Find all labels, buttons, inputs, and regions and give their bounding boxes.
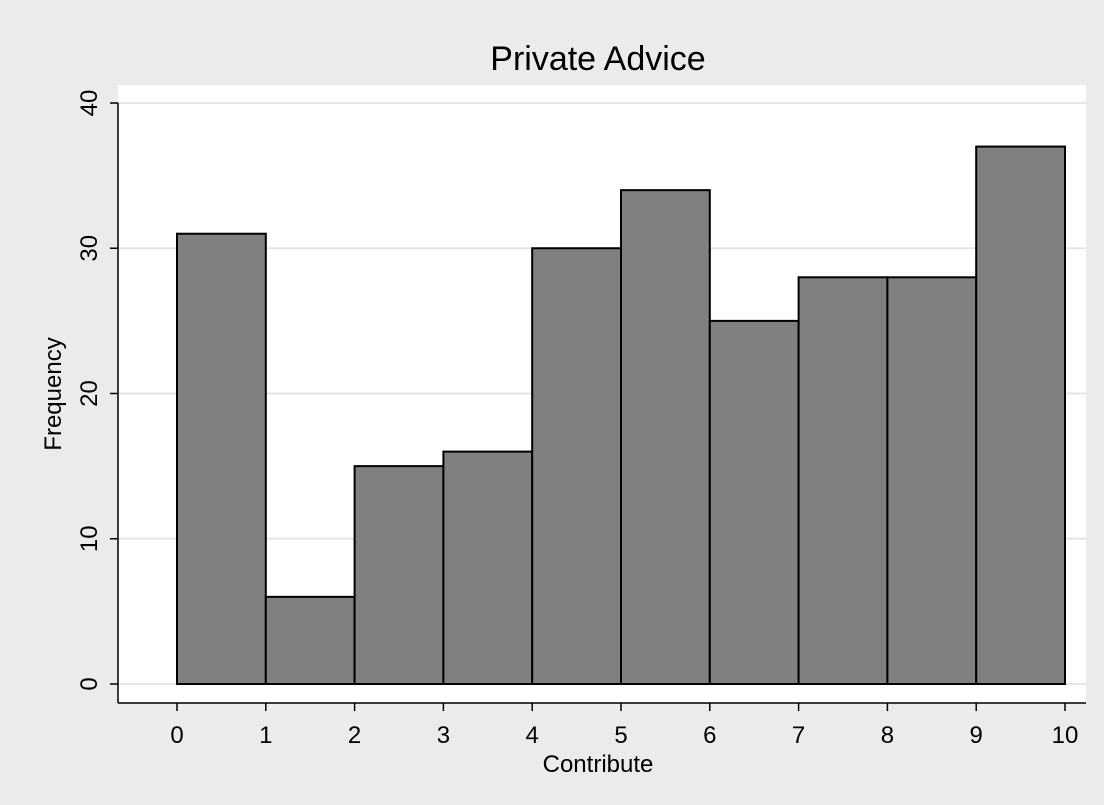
histogram-bar xyxy=(353,465,445,685)
x-tick-label: 3 xyxy=(437,722,450,749)
chart-title: Private Advice xyxy=(490,40,705,78)
y-tick-label: 30 xyxy=(76,235,103,262)
bars xyxy=(176,145,1067,685)
y-axis-title: Frequency xyxy=(40,337,67,450)
x-tick-label: 10 xyxy=(1052,722,1079,749)
x-tick-label: 0 xyxy=(170,722,183,749)
y-tick-label: 40 xyxy=(76,90,103,117)
histogram-bar xyxy=(531,247,623,685)
x-tick-label: 2 xyxy=(348,722,361,749)
y-tick-label: 10 xyxy=(76,525,103,552)
histogram-bar xyxy=(176,232,267,685)
x-tick-label: 8 xyxy=(881,722,894,749)
x-axis-title: Contribute xyxy=(543,751,654,778)
histogram-bar xyxy=(264,595,356,685)
x-tick-label: 4 xyxy=(526,722,539,749)
x-tick-label: 1 xyxy=(259,722,272,749)
y-tick-label: 20 xyxy=(76,380,103,407)
histogram-bar xyxy=(620,189,711,685)
x-tick-label: 9 xyxy=(970,722,983,749)
histogram-bar xyxy=(708,319,800,685)
histogram-bar xyxy=(975,145,1067,685)
y-tick-label: 0 xyxy=(76,677,103,690)
histogram-bar xyxy=(886,276,978,685)
axes: 0 10 20 30 40 0 1 2 3 4 5 6 7 8 9 10 xyxy=(76,90,1086,749)
x-tick-label: 6 xyxy=(703,722,716,749)
histogram-bar xyxy=(797,276,889,685)
x-tick-label: 7 xyxy=(792,722,805,749)
histogram-bar xyxy=(442,450,534,685)
x-tick-label: 5 xyxy=(614,722,627,749)
